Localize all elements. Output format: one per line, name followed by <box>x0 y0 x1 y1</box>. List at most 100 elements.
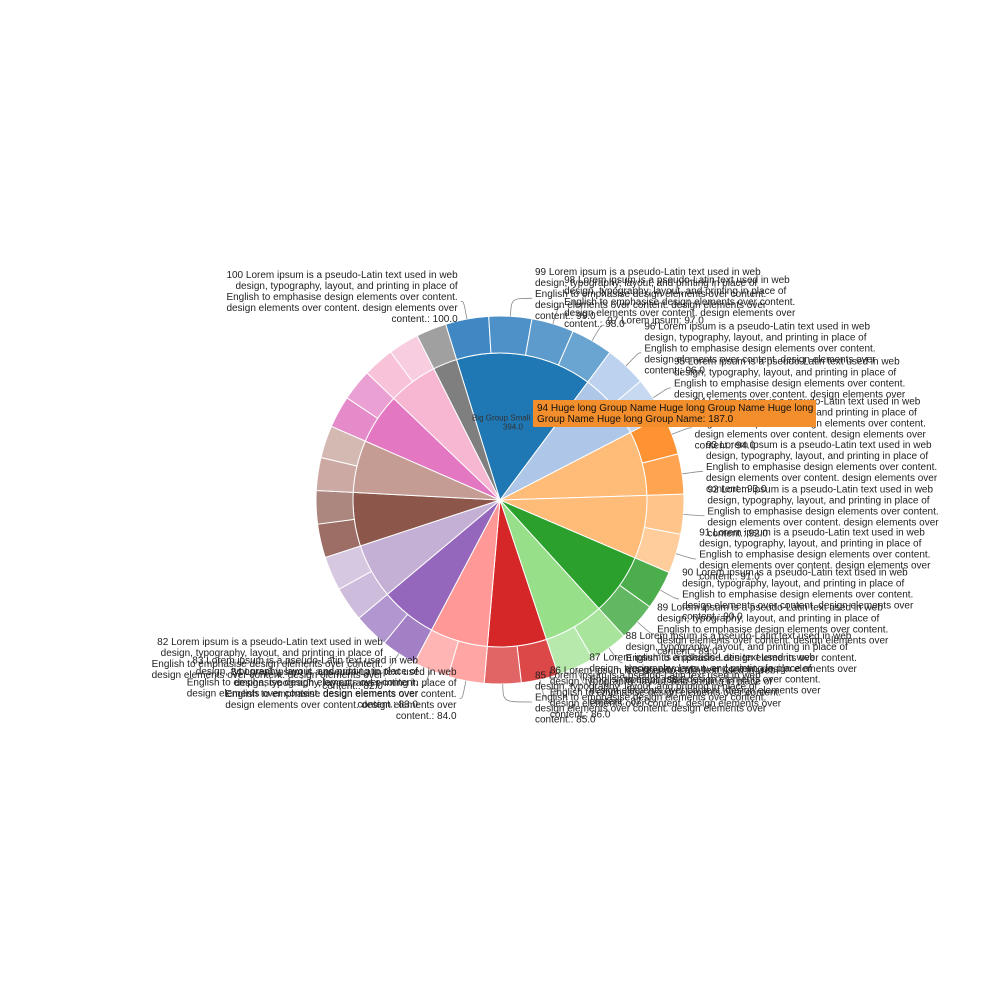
outer-label: 90 Lorem ipsum is a pseudo-Latin text us… <box>682 568 914 623</box>
outer-label-line: English to emphasise design elements ove… <box>535 692 766 703</box>
outer-label-line: English to emphasise design elements ove… <box>644 343 875 354</box>
leader-line <box>502 683 533 703</box>
outer-label-line: design, typography, layout, and printing… <box>535 681 757 692</box>
outer-label-line: English to emphasise design elements ove… <box>699 549 930 560</box>
leader-line <box>575 667 587 685</box>
outer-slice[interactable] <box>416 323 458 370</box>
outer-label-line: design, typography, layout, and printing… <box>234 678 456 689</box>
outer-label-line: design elements over content. design ele… <box>682 601 914 612</box>
outer-label-line: design, typography, layout, and printing… <box>644 332 866 343</box>
outer-label-line: design, typography, layout, and printing… <box>699 538 921 549</box>
outer-label-line: 87 Lorem ipsum is a pseudo-Latin text us… <box>589 653 815 664</box>
outer-label-line: design, typography, layout, and printing… <box>626 642 848 653</box>
outer-label-line: design, typography, layout, and printing… <box>707 495 929 506</box>
tooltip-line: Group Name Huge long Group Name: 187.0 <box>537 414 734 425</box>
inner-ring <box>352 352 648 648</box>
leader-line <box>385 653 400 670</box>
outer-label-line: content.: 88.0 <box>626 675 687 686</box>
outer-label-line: design elements over content. design ele… <box>699 560 931 571</box>
outer-label-line: English to emphasise design elements ove… <box>226 292 457 303</box>
outer-label-line: design elements over content. design ele… <box>152 670 384 681</box>
outer-label: 98 Lorem ipsum is a pseudo-Latin text us… <box>564 275 796 330</box>
outer-label-line: design, typography, layout, and printing… <box>550 677 772 688</box>
outer-label-line: content.: 94.0 <box>695 440 756 451</box>
outer-label: 85 Lorem ipsum is a pseudo-Latin text us… <box>535 670 767 725</box>
leader-line <box>459 680 467 699</box>
outer-label-line: content.: 93.0 <box>706 484 767 495</box>
outer-label-line: content.: 83.0 <box>357 700 418 711</box>
outer-label-line: design elements over content. design ele… <box>706 473 938 484</box>
outer-label-line: English to emphasise design elements ove… <box>564 297 795 308</box>
outer-label-line: English to emphasise design elements ove… <box>707 506 938 517</box>
center-group-label-line: 394.0 <box>503 423 524 432</box>
outer-label-line: English to emphasise design elements ove… <box>535 289 766 300</box>
outer-label-line: 84 Lorem ipsum is a pseudo-Latin text us… <box>231 667 457 678</box>
outer-label-line: design elements over content. design ele… <box>535 300 767 311</box>
outer-label: 82 Lorem ipsum is a pseudo-Latin text us… <box>152 637 384 692</box>
outer-label-line: English to emphasise design elements ove… <box>152 659 383 670</box>
outer-labels: 99 Lorem ipsum is a pseudo-Latin text us… <box>152 267 940 726</box>
outer-label-line: 82 Lorem ipsum is a pseudo-Latin text us… <box>157 637 383 648</box>
outer-label-line: design, typography, layout, and printing… <box>196 667 418 678</box>
outer-label-line: English to emphasise design elements ove… <box>626 653 857 664</box>
leader-line <box>420 670 432 688</box>
outer-label: 87 Lorem ipsum is a pseudo-Latin text us… <box>589 653 821 708</box>
outer-label-line: content.: 99.0 <box>535 311 596 322</box>
outer-label-line: English to emphasise design elements ove… <box>674 378 905 389</box>
outer-label-line: 97 Lorem ipsum: 97.0 <box>607 316 704 327</box>
outer-label-line: design, typography, layout, and printing… <box>535 278 757 289</box>
outer-label: 89 Lorem ipsum is a pseudo-Latin text us… <box>657 603 889 658</box>
outer-label-line: English to emphasise design elements ove… <box>225 689 456 700</box>
outer-label-line: design, typography, layout, and printing… <box>589 664 811 675</box>
outer-ring <box>315 315 685 685</box>
outer-label: 84 Lorem ipsum is a pseudo-Latin text us… <box>225 667 457 722</box>
outer-label-line: design elements over content. design ele… <box>535 703 767 714</box>
outer-label-line: design elements over content. design ele… <box>589 686 821 697</box>
outer-label-line: design elements over content. design ele… <box>644 354 876 365</box>
outer-label-line: design, typography, layout, and printing… <box>706 451 928 462</box>
label-leader-lines <box>385 297 705 703</box>
outer-label-line: 85 Lorem ipsum is a pseudo-Latin text us… <box>535 670 761 681</box>
outer-slice[interactable] <box>315 489 355 525</box>
outer-label-line: content.: 87.0 <box>589 697 650 708</box>
outer-label: 96 Lorem ipsum is a pseudo-Latin text us… <box>644 321 876 376</box>
leader-line <box>552 306 562 324</box>
outer-label-line: content.: 84.0 <box>396 711 457 722</box>
tooltip: 94 Huge long Group Name Huge long Group … <box>533 400 816 427</box>
outer-label-line: design elements over content. design ele… <box>226 303 458 314</box>
leader-line <box>539 679 547 698</box>
outer-label: 83 Lorem ipsum is a pseudo-Latin text us… <box>187 656 419 711</box>
leader-line <box>460 300 468 320</box>
tooltip-line: 94 Huge long Group Name Huge long Group … <box>537 403 813 414</box>
outer-label-line: 93 Lorem ipsum is a pseudo-Latin text us… <box>706 440 932 451</box>
leader-line <box>675 553 697 560</box>
outer-label-line: content.: 96.0 <box>644 365 705 376</box>
leader-line <box>608 648 623 664</box>
outer-label-line: content.: 85.0 <box>535 714 596 725</box>
outer-label-line: English to emphasise design elements ove… <box>589 675 820 686</box>
outer-label: 99 Lorem ipsum is a pseudo-Latin text us… <box>535 267 767 322</box>
leader-line <box>660 589 680 600</box>
outer-label-line: design elements over content. design ele… <box>564 308 796 319</box>
outer-label: 100 Lorem ipsum is a pseudo-Latin text u… <box>226 270 458 325</box>
outer-label-line: content.: 82.0 <box>322 681 383 692</box>
outer-label-line: content.: 100.0 <box>392 314 459 325</box>
outer-slice[interactable] <box>483 645 522 685</box>
leader-line <box>671 427 692 435</box>
outer-label-line: design, typography, layout, and printing… <box>564 286 786 297</box>
outer-label-line: 83 Lorem ipsum is a pseudo-Latin text us… <box>192 656 418 667</box>
outer-label-line: design elements over content. design ele… <box>187 689 419 700</box>
outer-label-line: design elements over content. design ele… <box>657 636 889 647</box>
outer-label-line: English to emphasise design elements ove… <box>706 462 937 473</box>
outer-label-line: 89 Lorem ipsum is a pseudo-Latin text us… <box>657 603 883 614</box>
outer-label-line: 95 Lorem ipsum is a pseudo-Latin text us… <box>674 356 900 367</box>
leader-line <box>637 621 655 635</box>
outer-label-line: English to emphasise design elements ove… <box>550 688 781 699</box>
outer-label-line: design, typography, layout, and printing… <box>674 367 896 378</box>
outer-label-line: design elements over content. design ele… <box>550 699 782 710</box>
outer-label-line: English to emphasise design elements ove… <box>657 625 888 636</box>
outer-slice[interactable] <box>488 315 533 356</box>
outer-label: 88 Lorem ipsum is a pseudo-Latin text us… <box>626 631 858 686</box>
outer-label-line: 100 Lorem ipsum is a pseudo-Latin text u… <box>226 270 458 281</box>
